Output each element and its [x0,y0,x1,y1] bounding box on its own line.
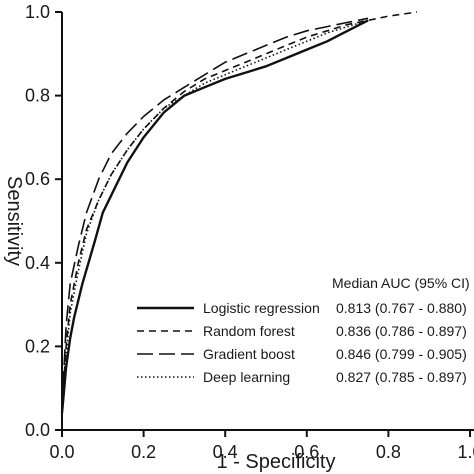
legend-auc-value: 0.836 (0.786 - 0.897) [336,323,467,339]
y-tick-label: 0.2 [25,336,50,356]
legend-series-name: Logistic regression [203,300,320,316]
legend-header: Median AUC (95% CI) [332,275,470,291]
x-tick-label: 1.0 [457,442,474,462]
legend-series-name: Gradient boost [203,346,295,362]
y-axis-ticks: 0.0 0.2 0.4 0.6 0.8 1.0 [25,2,62,440]
legend-auc-value: 0.813 (0.767 - 0.880) [336,300,467,316]
x-tick-label: 0.2 [131,442,156,462]
x-tick-label: 0.8 [376,442,401,462]
legend: Median AUC (95% CI) Logistic regression 0… [137,275,470,385]
y-tick-label: 0.4 [25,253,50,273]
series-line-gradient-boost [61,17,369,410]
legend-auc-value: 0.846 (0.799 - 0.905) [336,346,467,362]
series-layer [60,11,418,414]
legend-series-name: Random forest [203,323,295,339]
y-tick-label: 0.8 [25,86,50,106]
x-tick-label: 0.6 [294,442,319,462]
x-axis-ticks: 0.0 0.2 0.4 0.6 0.8 1.0 [49,430,474,462]
series-line-random-forest [61,11,418,410]
y-tick-label: 0.0 [25,420,50,440]
series-line-deep-learning [61,19,369,410]
legend-auc-value: 0.827 (0.785 - 0.897) [336,369,467,385]
y-tick-label: 1.0 [25,2,50,22]
x-axis-label: 1 - Specificity [217,451,336,473]
y-axis-label: Sensitivity [3,176,25,266]
legend-series-name: Deep learning [203,369,290,385]
series-line-logistic-regression [60,19,369,414]
x-tick-label: 0.0 [49,442,74,462]
x-tick-label: 0.4 [213,442,238,462]
axes [61,12,474,431]
y-tick-label: 0.6 [25,169,50,189]
